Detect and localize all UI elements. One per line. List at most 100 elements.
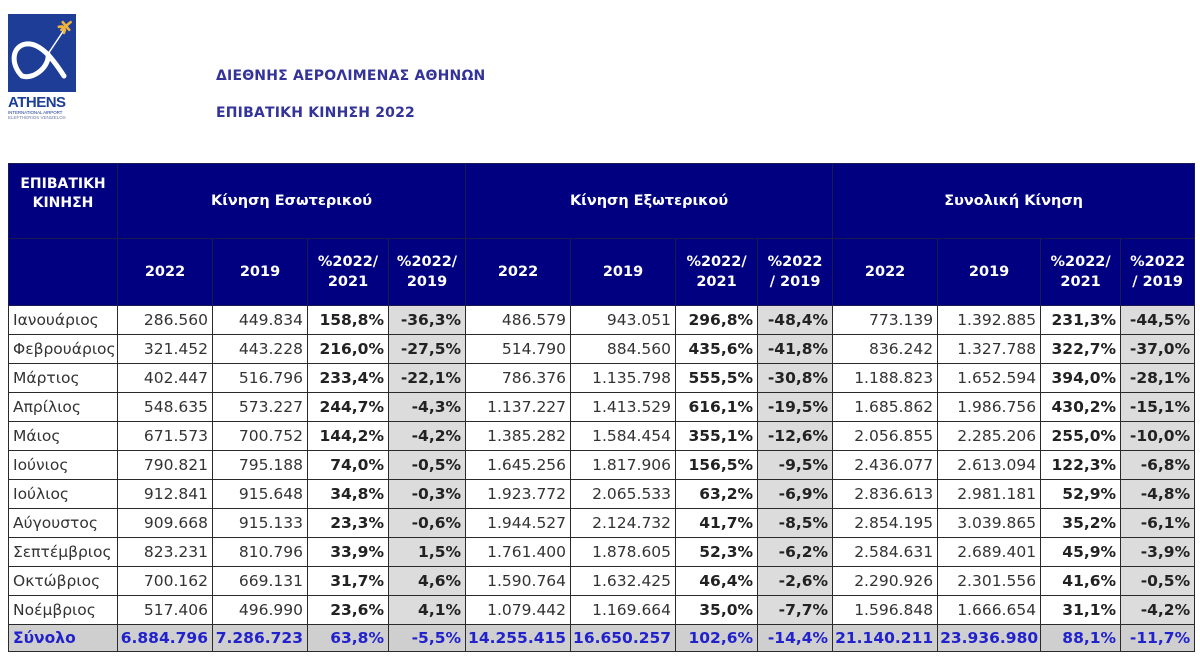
page-subtitle: ΕΠΙΒΑΤΙΚΗ ΚΙΝΗΣΗ 2022 [216,105,416,121]
table-row: Οκτώβριος 700.162 669.131 31,7% 4,6% 1.590.76… [8,566,1196,596]
month-label: Ιούνιος [8,450,118,480]
cell-international-2022: 486.579 [465,305,572,335]
column-header-line-1: 2019 [239,264,281,280]
cell-international-2022: 1.944.527 [465,508,572,538]
page-title: ΔΙΕΘΝΗΣ ΑΕΡΟΛΙΜΕΝΑΣ ΑΘΗΝΩΝ [216,68,486,84]
cell-total-pct-2022-2019: -37,0% [1120,334,1196,364]
cell-total-pct-2022-2019: -4,8% [1120,479,1196,509]
corner-label-1: ΕΠΙΒΑΤΙΚΗ [20,176,106,192]
column-header-total-2019: 2019 [937,238,1042,306]
cell-international-pct-2022-2019: -41,8% [757,334,834,364]
month-label: Μάρτιος [8,363,118,393]
cell-total-2019: 3.039.865 [937,508,1042,538]
cell-domestic-pct-2022-2021: 23,3% [307,508,389,538]
cell-international-2019: 16.650.257 [570,624,677,652]
cell-international-2022: 1.923.772 [465,479,572,509]
column-header-domestic-2019: 2019 [212,238,308,306]
cell-international-2019: 2.065.533 [570,479,677,509]
cell-domestic-pct-2022-2019: -0,5% [387,450,467,480]
cell-international-2019: 1.169.664 [570,595,677,625]
cell-international-pct-2022-2021: 435,6% [675,334,759,364]
cell-domestic-pct-2022-2019: 4,6% [387,566,467,596]
cell-domestic-pct-2022-2021: 216,0% [307,334,389,364]
cell-domestic-pct-2022-2019: 4,1% [387,595,467,625]
column-header-line-1: 2019 [968,264,1010,280]
cell-total-pct-2022-2021: 231,3% [1040,305,1122,335]
column-header-line-2: 2021 [327,274,369,290]
cell-domestic-pct-2022-2021: 144,2% [307,421,389,451]
column-header-line-1: 2022 [144,264,186,280]
cell-total-pct-2022-2021: 88,1% [1040,624,1122,652]
cell-domestic-pct-2022-2021: 63,8% [307,624,389,652]
column-header-line-1: %2022/ [396,254,458,270]
column-header-line-2: / 2019 [1132,274,1183,290]
cell-total-pct-2022-2021: 45,9% [1040,537,1122,567]
cell-total-pct-2022-2019: -10,0% [1120,421,1196,451]
month-label: Φεβρουάριος [8,334,118,364]
cell-domestic-2019: 516.796 [212,363,308,393]
cell-total-pct-2022-2021: 394,0% [1040,363,1122,393]
cell-total-pct-2022-2019: -6,8% [1120,450,1196,480]
cell-domestic-2019: 449.834 [212,305,308,335]
cell-international-pct-2022-2021: 296,8% [675,305,759,335]
column-header-domestic-2022: 2022 [117,238,213,306]
cell-international-pct-2022-2021: 616,1% [675,392,759,422]
table-row: Ιούλιος 912.841 915.648 34,8% -0,3% 1.923.772… [8,479,1196,509]
column-header-line-1: %2022 [767,254,823,270]
cell-total-pct-2022-2021: 35,2% [1040,508,1122,538]
cell-international-2019: 2.124.732 [570,508,677,538]
cell-total-2019: 2.981.181 [937,479,1042,509]
cell-total-pct-2022-2021: 430,2% [1040,392,1122,422]
cell-domestic-2019: 573.227 [212,392,308,422]
cell-domestic-pct-2022-2021: 74,0% [307,450,389,480]
cell-total-2022: 2.854.195 [832,508,939,538]
cell-international-pct-2022-2021: 41,7% [675,508,759,538]
column-header-total-pct-2022-2021: %2022/2021 [1040,238,1122,306]
table-row: Σεπτέμβριος 823.231 810.796 33,9% 1,5% 1.761.… [8,537,1196,567]
cell-domestic-2019: 795.188 [212,450,308,480]
group-header-domestic: Κίνηση Εσωτερικού [116,163,467,239]
table-row: Ιούνιος 790.821 795.188 74,0% -0,5% 1.645.256… [8,450,1196,480]
column-header-row: 2022 2019 %2022/2021 %2022/2019 2022 2019 %202… [8,238,1196,306]
cell-international-pct-2022-2019: -12,6% [757,421,834,451]
cell-domestic-2022: 790.821 [117,450,213,480]
cell-domestic-2022: 671.573 [117,421,213,451]
cell-international-2022: 514.790 [465,334,572,364]
cell-international-pct-2022-2019: -7,7% [757,595,834,625]
cell-international-2019: 1.817.906 [570,450,677,480]
airport-logo: ATHENS INTERNATIONAL AIRPORT ELEFTHERIOS… [8,14,78,120]
cell-total-2022: 836.242 [832,334,939,364]
cell-domestic-pct-2022-2019: -22,1% [387,363,467,393]
cell-domestic-2019: 915.133 [212,508,308,538]
cell-total-2022: 773.139 [832,305,939,335]
cell-total-2019: 2.689.401 [937,537,1042,567]
cell-total-2019: 1.666.654 [937,595,1042,625]
cell-total-2022: 2.436.077 [832,450,939,480]
cell-domestic-pct-2022-2019: -27,5% [387,334,467,364]
cell-total-pct-2022-2021: 255,0% [1040,421,1122,451]
group-header-international: Κίνηση Εξωτερικού [465,163,834,239]
month-label: Αύγουστος [8,508,118,538]
column-header-line-1: %2022/ [1050,254,1111,270]
column-header-total-2022: 2022 [832,238,939,306]
cell-international-pct-2022-2021: 555,5% [675,363,759,393]
cell-domestic-2022: 321.452 [117,334,213,364]
cell-domestic-2022: 909.668 [117,508,213,538]
cell-total-2019: 1.327.788 [937,334,1042,364]
cell-international-2019: 1.632.425 [570,566,677,596]
cell-total-2022: 2.290.926 [832,566,939,596]
column-header-total-pct-2022-2019: %2022 / 2019 [1120,238,1196,306]
month-label: Νοέμβριος [8,595,118,625]
column-header-line-1: 2022 [864,264,906,280]
cell-international-pct-2022-2019: -6,9% [757,479,834,509]
cell-international-2019: 1.135.798 [570,363,677,393]
cell-international-pct-2022-2021: 355,1% [675,421,759,451]
cell-domestic-pct-2022-2021: 158,8% [307,305,389,335]
cell-international-pct-2022-2019: -8,5% [757,508,834,538]
month-label: Ιούλιος [8,479,118,509]
cell-domestic-pct-2022-2021: 233,4% [307,363,389,393]
cell-total-2022: 2.836.613 [832,479,939,509]
month-label: Οκτώβριος [8,566,118,596]
cell-total-pct-2022-2019: -15,1% [1120,392,1196,422]
cell-international-2019: 943.051 [570,305,677,335]
